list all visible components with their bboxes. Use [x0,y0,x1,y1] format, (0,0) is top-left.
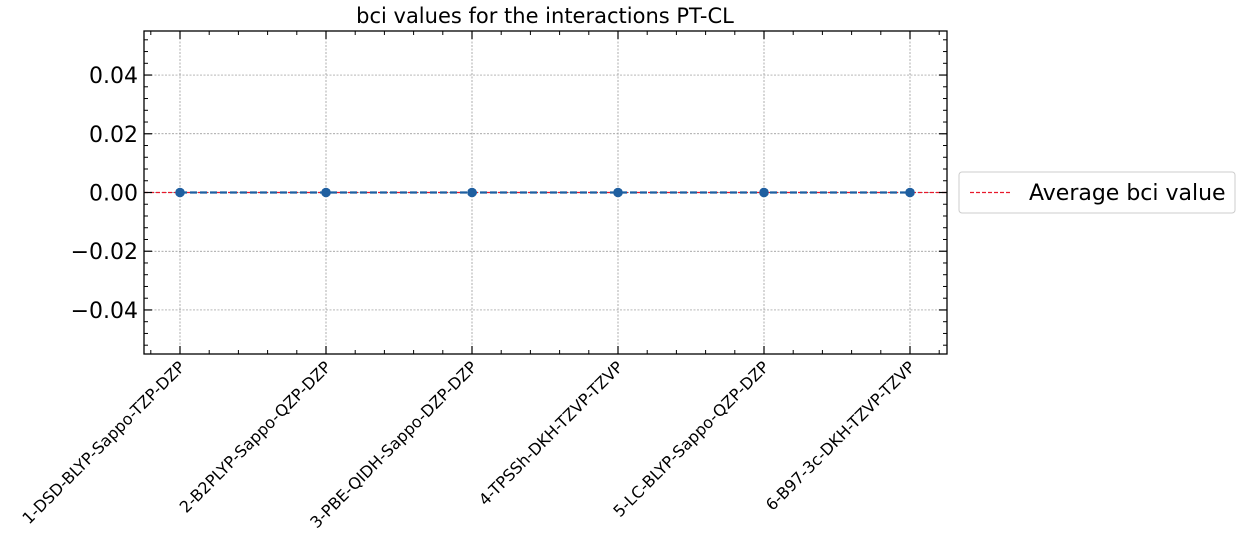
data-point [905,187,915,198]
data-point [759,187,769,198]
legend-label: Average bci value [1029,181,1226,206]
data-point [467,187,477,198]
x-tick-label: 5-LC-BLYP-Sappo-QZP-DZP [609,357,773,521]
x-tick-label: 3-PBE-QIDH-Sappo-DZP-DZP [306,357,481,532]
data-point [175,187,185,198]
data-point [321,187,331,198]
x-tick-label: 1-DSD-BLYP-Sappo-TZP-DZP [18,357,189,528]
x-tick-label: 4-TPSSh-DKH-TZVP-TZVP [475,357,627,509]
legend: Average bci value [958,171,1236,214]
ticks: 0.04 0.02 0.00 −0.02 −0.04 1-DSD-BLYP-Sappo-T… [18,31,947,532]
y-tick-label: 0.04 [89,64,138,89]
y-tick-label: 0.02 [89,123,138,148]
legend-box [958,171,1236,214]
y-tick-label: 0.00 [89,182,138,207]
x-tick-label: 6-B97-3c-DKH-TZVP-TZVP [762,357,919,514]
data-point [613,187,623,198]
y-tick-label: −0.02 [71,240,138,265]
x-tick-label: 2-B2PLYP-Sappo-QZP-DZP [176,357,335,516]
chart-title: bci values for the interactions PT-CL [356,4,734,28]
series-line [175,187,915,198]
y-tick-label: −0.04 [71,299,138,324]
